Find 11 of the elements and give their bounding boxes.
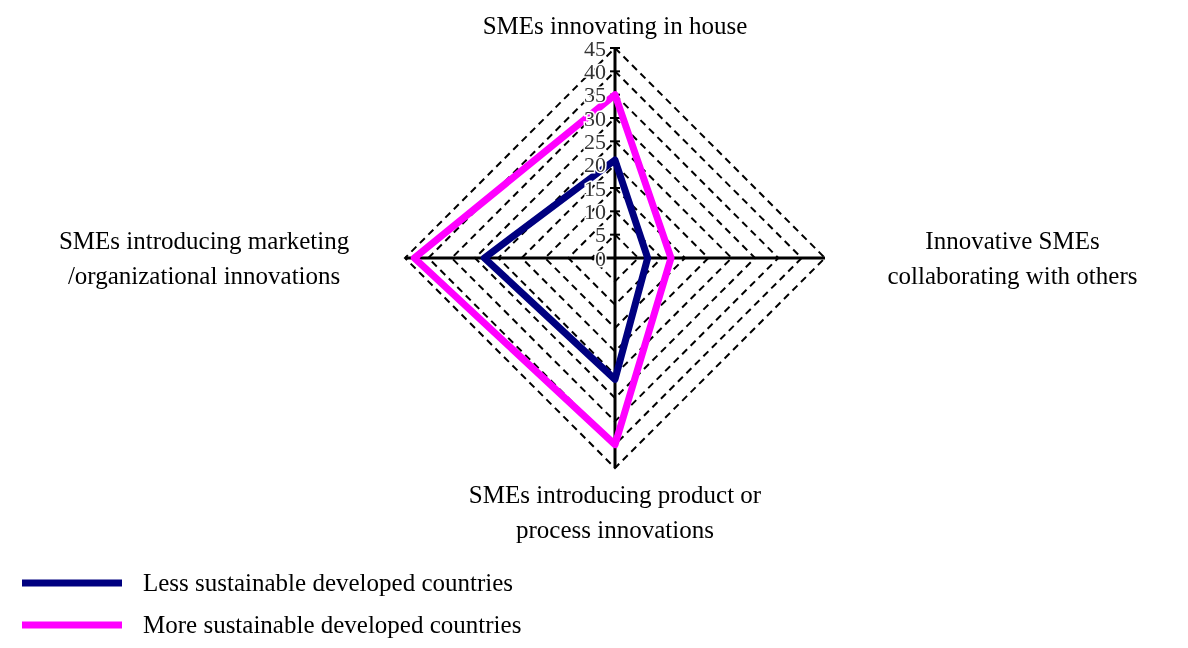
y-tick-label: 40 — [584, 58, 606, 84]
legend-label: Less sustainable developed countries — [143, 569, 514, 596]
y-tick-label: 15 — [584, 175, 606, 201]
spoke-label: Innovative SMEs collaborating with others — [887, 226, 1138, 289]
spoke-label: SMEs introducing marketing /organizational innovations — [58, 226, 350, 289]
legend-label: More sustainable developed countries — [143, 611, 522, 638]
y-tick-label: 25 — [584, 128, 606, 154]
y-tick-label: 35 — [584, 82, 606, 108]
y-tick-label: 10 — [584, 198, 606, 224]
spoke-label: SMEs introducing product or process innovations — [468, 481, 762, 543]
y-tick-label: 5 — [595, 222, 606, 248]
